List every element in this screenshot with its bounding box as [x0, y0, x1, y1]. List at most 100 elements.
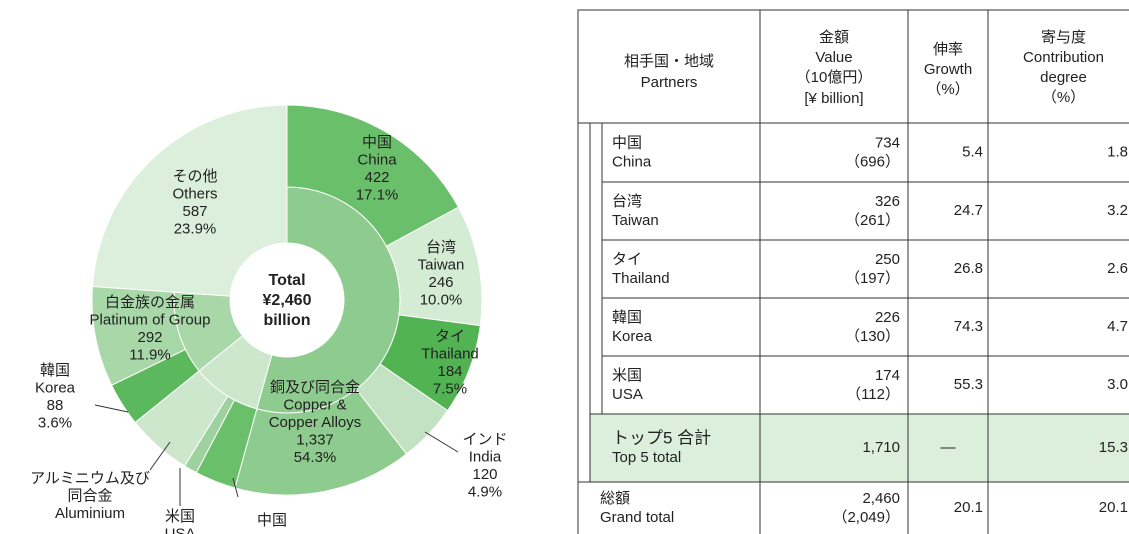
outer-label: インド: [462, 431, 507, 448]
partner-cell: Thailand: [612, 270, 670, 287]
inner-label-value: 1,337: [296, 431, 334, 448]
leader-line: [424, 431, 459, 453]
value-cell: （696）: [845, 153, 900, 170]
outer-label: 台湾: [426, 239, 456, 256]
outer-label-share: 7.5%: [433, 380, 467, 397]
outer-label: Korea: [35, 379, 76, 396]
contribution-cell: 20.1: [1099, 499, 1128, 516]
partner-cell: China: [612, 153, 652, 170]
outer-label-share: 3.6%: [38, 414, 72, 431]
table-header: 金額: [819, 29, 849, 46]
inner-label: アルミニウム及び: [30, 470, 150, 487]
contribution-cell: 4.7: [1107, 318, 1128, 335]
table-header: degree: [1040, 69, 1087, 86]
outer-label: 中国: [257, 512, 287, 529]
value-cell: 250: [875, 251, 900, 268]
table-header: Value: [815, 49, 852, 66]
inner-label: 銅及び同合金: [270, 379, 360, 396]
growth-cell: 20.1: [954, 499, 983, 516]
partner-cell: Top 5 total: [612, 449, 681, 466]
inner-label: 同合金: [67, 487, 112, 504]
growth-cell: —: [941, 439, 956, 456]
inner-segment: [91, 104, 288, 297]
outer-label-share: 4.9%: [468, 483, 502, 500]
value-cell: （2,049）: [832, 509, 900, 526]
value-cell: 1,710: [862, 439, 900, 456]
table-header: （10億円）: [796, 69, 873, 86]
partner-cell: トップ5 合計: [612, 428, 711, 447]
value-cell: （112）: [846, 386, 900, 403]
center-label: Total: [268, 272, 305, 289]
outer-label-value: 422: [364, 169, 389, 186]
growth-cell: 55.3: [954, 376, 983, 393]
partner-cell: USA: [612, 386, 643, 403]
outer-label-value: 184: [437, 363, 462, 380]
value-cell: 174: [875, 367, 900, 384]
top5-bg: [590, 414, 1129, 482]
value-cell: 326: [875, 193, 900, 210]
value-cell: 2,460: [862, 490, 900, 507]
growth-cell: 24.7: [954, 202, 983, 219]
outer-label: タイ: [435, 328, 465, 345]
inner-label: Copper Alloys: [269, 414, 362, 431]
inner-label: 白金族の金属: [105, 294, 195, 311]
partner-cell: 米国: [612, 367, 642, 384]
leader-line: [94, 404, 129, 413]
table-header: 相手国・地域: [624, 53, 714, 70]
contribution-cell: 3.2: [1107, 202, 1128, 219]
inner-label-value: 292: [137, 329, 162, 346]
table-header: Growth: [924, 61, 972, 78]
outer-label: 米国: [165, 508, 195, 525]
partner-cell: Korea: [612, 328, 653, 345]
outer-segment: [91, 285, 187, 386]
table-header: 伸率: [933, 41, 963, 58]
partner-cell: Grand total: [600, 509, 674, 526]
outer-label-value: 246: [428, 274, 453, 291]
outer-label-value: 88: [47, 397, 64, 414]
center-label: ¥2,460: [263, 292, 312, 309]
value-cell: 734: [875, 134, 900, 151]
value-cell: （130）: [845, 328, 900, 345]
table-header: Contribution: [1023, 49, 1104, 66]
partner-cell: タイ: [612, 251, 642, 268]
contribution-cell: 1.8: [1107, 143, 1128, 160]
partner-cell: 台湾: [612, 193, 642, 210]
leader-line: [232, 477, 239, 498]
value-cell: （261）: [845, 212, 900, 229]
outer-segment: [286, 104, 460, 247]
outer-label: 中国: [362, 134, 392, 151]
inner-label: Copper &: [283, 396, 346, 413]
growth-cell: 74.3: [954, 318, 983, 335]
value-cell: （197）: [845, 270, 900, 287]
outer-label: Thailand: [421, 345, 479, 362]
outer-label: 韓国: [40, 362, 70, 379]
value-cell: 226: [875, 309, 900, 326]
outer-label: India: [469, 448, 502, 465]
table-header: [¥ billion]: [804, 90, 863, 107]
outer-label: China: [357, 151, 397, 168]
outer-label-value: 120: [472, 466, 497, 483]
leader-line: [149, 441, 171, 471]
contribution-cell: 3.0: [1107, 376, 1128, 393]
table-header: （%）: [926, 81, 969, 98]
outer-label: USA: [165, 525, 196, 534]
partner-cell: 中国: [612, 134, 642, 151]
contribution-cell: 2.6: [1107, 260, 1128, 277]
inner-label: Aluminium: [55, 505, 125, 522]
partner-cell: 韓国: [612, 309, 642, 326]
outer-label-share: 10.0%: [420, 291, 463, 308]
table-header: 寄与度: [1041, 28, 1086, 46]
partner-cell: Taiwan: [612, 212, 659, 229]
table-header: Partners: [641, 74, 698, 91]
inner-label: その他: [172, 168, 217, 185]
growth-cell: 26.8: [954, 260, 983, 277]
inner-label-share: 23.9%: [174, 220, 217, 237]
growth-cell: 5.4: [962, 143, 983, 160]
inner-label: Platinum of Group: [90, 311, 211, 328]
contribution-cell: 15.3: [1099, 439, 1128, 456]
partner-cell: 総額: [600, 490, 630, 507]
outer-label: Taiwan: [418, 256, 465, 273]
inner-label: Others: [172, 185, 217, 202]
